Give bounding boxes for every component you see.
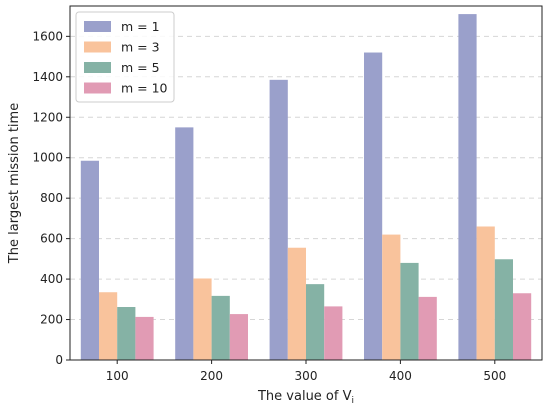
bar-m5-400: [400, 262, 419, 360]
legend-swatch: [84, 82, 111, 94]
legend-label: m = 3: [121, 40, 160, 55]
x-axis-label: The value of Vi: [257, 389, 354, 406]
bar-m1-100: [80, 160, 99, 360]
y-tick-label: 400: [40, 272, 63, 286]
legend: m = 1 m = 3 m = 5 m = 10: [75, 11, 175, 103]
bar-m1-500: [458, 14, 477, 360]
legend-box: [75, 11, 175, 103]
bar-m1-400: [364, 52, 383, 360]
y-tick-label: 1400: [32, 70, 63, 84]
bar-m1-300: [269, 79, 288, 360]
y-tick-label: 1600: [32, 29, 63, 43]
y-tick-label: 600: [40, 232, 63, 246]
x-tick-label: 300: [295, 369, 318, 383]
bar-m3-400: [382, 234, 401, 360]
bar-m3-200: [193, 278, 212, 360]
y-tick-label: 800: [40, 191, 63, 205]
legend-label: m = 10: [121, 81, 168, 96]
x-axis-label-main: The value of V: [257, 389, 352, 404]
bar-m10-100: [135, 316, 154, 360]
bar-m3-300: [287, 247, 306, 360]
y-axis-ticks: 0 200 400 600 800 1000 1200 1400 1600: [32, 29, 70, 367]
x-axis-ticks: 100 200 300 400 500: [106, 360, 506, 383]
x-tick-label: 200: [200, 369, 223, 383]
bar-m10-200: [229, 314, 248, 360]
y-axis-label: The largest mission time: [7, 103, 22, 264]
legend-swatch: [84, 21, 111, 32]
bar-m5-200: [211, 295, 230, 360]
bar-m10-400: [418, 296, 437, 360]
x-tick-label: 500: [483, 369, 506, 383]
y-tick-label: 0: [55, 353, 63, 367]
legend-label: m = 1: [121, 19, 160, 34]
bar-m1-200: [175, 127, 194, 360]
bar-m5-100: [117, 307, 136, 360]
bar-m10-500: [513, 293, 532, 360]
y-tick-label: 200: [40, 313, 63, 327]
bar-m5-300: [306, 284, 325, 360]
legend-swatch: [84, 62, 111, 73]
bar-m5-500: [494, 259, 513, 360]
legend-swatch: [84, 41, 111, 53]
bar-m10-300: [324, 306, 343, 360]
x-tick-label: 400: [389, 369, 412, 383]
y-tick-label: 1200: [32, 110, 63, 124]
y-tick-label: 1000: [32, 151, 63, 165]
x-axis-label-subscript: i: [352, 396, 355, 406]
bar-m3-500: [476, 226, 495, 360]
bar-m3-100: [99, 292, 118, 360]
x-tick-label: 100: [106, 369, 129, 383]
legend-items: m = 1 m = 3 m = 5 m = 10: [84, 19, 168, 96]
legend-label: m = 5: [121, 60, 160, 75]
bars: [80, 14, 532, 360]
